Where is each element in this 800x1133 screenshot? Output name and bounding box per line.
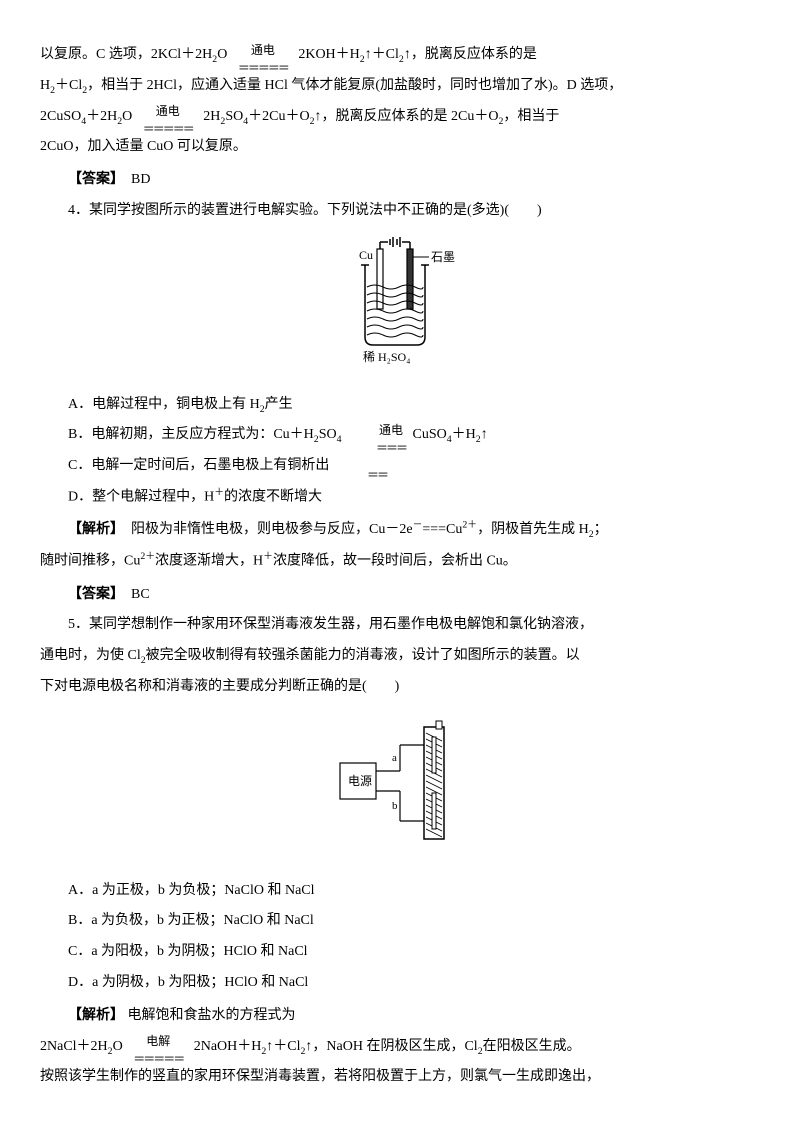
para-restore-c2: H2＋Cl2，相当于 2HCl，应通入适量 HCl 气体才能复原(加盐酸时，同时… bbox=[40, 71, 760, 102]
para-restore-c: 以复原。C 选项，2KCl＋2H2O 通电 ＝＝＝＝＝ 2KOH＋H2↑＋Cl2… bbox=[40, 40, 760, 71]
svg-text:电源: 电源 bbox=[348, 774, 372, 788]
question-4: 4．某同学按图所示的装置进行电解实验。下列说法中不正确的是(多选)( ) bbox=[40, 196, 760, 227]
explanation-label: 【解析】 bbox=[68, 1006, 124, 1022]
reaction-arrow: 通电 ＝＝＝＝＝ bbox=[233, 41, 293, 69]
option-5c: C．a 为阳极，b 为阴极；HClO 和 NaCl bbox=[40, 937, 760, 968]
answer-1: 【答案】 BD bbox=[40, 163, 760, 196]
answer-label: 【答案】 bbox=[68, 585, 117, 601]
explanation-3: 【解析】 电解饱和食盐水的方程式为 bbox=[40, 999, 760, 1032]
text: 阳极为非惰性电极，则电极参与反应，Cu－2e bbox=[131, 522, 413, 537]
text: ↑，脱离反应体系的是 bbox=[404, 47, 537, 62]
figure-electrolysis-beaker: Cu 石墨 稀 H₂SO₄ bbox=[40, 237, 760, 380]
text: ＋2H bbox=[86, 109, 117, 124]
question-5b: 通电时，为使 Cl2被完全吸收制得有较强杀菌能力的消毒液，设计了如图所示的装置。… bbox=[40, 641, 760, 672]
text: A．电解过程中，铜电极上有 H bbox=[68, 397, 260, 412]
option-5a: A．a 为正极，b 为负极；NaClO 和 NaCl bbox=[40, 876, 760, 907]
text: ＋Cl bbox=[55, 78, 82, 93]
text: 浓度降低，故一段时间后，会析出 Cu。 bbox=[273, 554, 517, 569]
figure-disinfectant-device: 电源 a b bbox=[40, 713, 760, 866]
arrow-line: ＝＝＝＝＝ bbox=[128, 1046, 188, 1072]
text: ↑，脱离反应体系的是 2Cu＋O bbox=[315, 109, 499, 124]
question-5c: 下对电源电极名称和消毒液的主要成分判断正确的是( ) bbox=[40, 672, 760, 703]
para-restore-d: 2CuSO4＋2H2O 通电 ＝＝＝＝＝ 2H2SO4＋2Cu＋O2↑，脱离反应… bbox=[40, 102, 760, 133]
text: ===Cu bbox=[422, 522, 462, 537]
arrow-line: ＝＝＝＝＝ bbox=[138, 116, 198, 142]
text: ，相当于 bbox=[503, 109, 559, 124]
text: 被完全吸收制得有较强杀菌能力的消毒液，设计了如图所示的装置。以 bbox=[146, 648, 580, 663]
text: 浓度逐渐增大，H bbox=[155, 554, 263, 569]
text: CuSO bbox=[413, 427, 447, 442]
explanation-2: 【解析】 阳极为非惰性电极，则电极参与反应，Cu－2e－===Cu2＋，阴极首先… bbox=[40, 513, 760, 546]
svg-text:b: b bbox=[392, 800, 398, 812]
text: ↑，NaOH 在阴极区生成，Cl bbox=[305, 1039, 477, 1054]
label-graphite: 石墨 bbox=[431, 250, 455, 264]
text: 随时间推移，Cu bbox=[40, 554, 140, 569]
explanation-2b: 随时间推移，Cu2＋浓度逐渐增大，H＋浓度降低，故一段时间后，会析出 Cu。 bbox=[40, 546, 760, 577]
equation-last: 2NaCl＋2H2O 电解 ＝＝＝＝＝ 2NaOH＋H2↑＋Cl2↑，NaOH … bbox=[40, 1032, 760, 1063]
text: O bbox=[113, 1039, 123, 1054]
text: ，相当于 2HCl，应通入适量 HCl 气体才能复原(加盐酸时，同时也增加了水)… bbox=[87, 78, 622, 93]
label-acid: 稀 H₂SO₄ bbox=[363, 350, 410, 364]
text: O bbox=[217, 47, 227, 62]
text: 在阳极区生成。 bbox=[483, 1039, 581, 1054]
answer-value: BD bbox=[131, 172, 150, 187]
text: 2H bbox=[203, 109, 220, 124]
explanation-label: 【解析】 bbox=[68, 520, 117, 536]
text: SO bbox=[225, 109, 243, 124]
text: ＋H bbox=[452, 427, 476, 442]
text: ↑＋Cl bbox=[365, 47, 399, 62]
text: ，阴极首先生成 H bbox=[477, 522, 589, 537]
arrow-line: ＝＝＝＝＝ bbox=[233, 55, 293, 81]
text: O bbox=[122, 109, 132, 124]
text: D．整个电解过程中，H bbox=[68, 490, 214, 505]
text: 产生 bbox=[265, 397, 293, 412]
answer-label: 【答案】 bbox=[68, 170, 117, 186]
text: 电解饱和食盐水的方程式为 bbox=[124, 1008, 296, 1023]
reaction-arrow: 通电 ＝＝＝＝＝ bbox=[138, 102, 198, 130]
answer-2: 【答案】 BC bbox=[40, 578, 760, 611]
reaction-arrow: 电解 ＝＝＝＝＝ bbox=[128, 1032, 188, 1060]
text: 的浓度不断增大 bbox=[224, 490, 322, 505]
question-5a: 5．某同学想制作一种家用环保型消毒液发生器，用石墨作电极电解饱和氯化钠溶液， bbox=[40, 610, 760, 641]
text: ↑＋Cl bbox=[266, 1039, 300, 1054]
reaction-arrow: 通电 ＝＝＝＝＝ bbox=[347, 421, 407, 449]
arrow-line: ＝＝＝＝＝ bbox=[347, 435, 407, 488]
text: B．电解初期，主反应方程式为：Cu＋H bbox=[68, 427, 314, 442]
text: 以复原。C 选项，2KCl＋2H bbox=[40, 47, 212, 62]
text: 2KOH＋H bbox=[298, 47, 359, 62]
text: ； bbox=[594, 522, 608, 537]
answer-value: BC bbox=[131, 587, 150, 602]
label-cu: Cu bbox=[359, 248, 373, 262]
text: ↑ bbox=[481, 427, 488, 442]
option-4b: B．电解初期，主反应方程式为：Cu＋H2SO4 通电 ＝＝＝＝＝ CuSO4＋H… bbox=[40, 420, 760, 451]
svg-text:a: a bbox=[392, 752, 397, 764]
option-5d: D．a 为阴极，b 为阳极；HClO 和 NaCl bbox=[40, 968, 760, 999]
text: ＋2Cu＋O bbox=[248, 109, 309, 124]
text: 通电时，为使 Cl bbox=[40, 648, 141, 663]
option-4a: A．电解过程中，铜电极上有 H2产生 bbox=[40, 390, 760, 421]
text: 2CuSO bbox=[40, 109, 81, 124]
text: H bbox=[40, 78, 50, 93]
text: SO bbox=[319, 427, 337, 442]
text: 2NaCl＋2H bbox=[40, 1039, 108, 1054]
option-5b: B．a 为负极，b 为正极；NaClO 和 NaCl bbox=[40, 906, 760, 937]
text: 2NaOH＋H bbox=[194, 1039, 262, 1054]
